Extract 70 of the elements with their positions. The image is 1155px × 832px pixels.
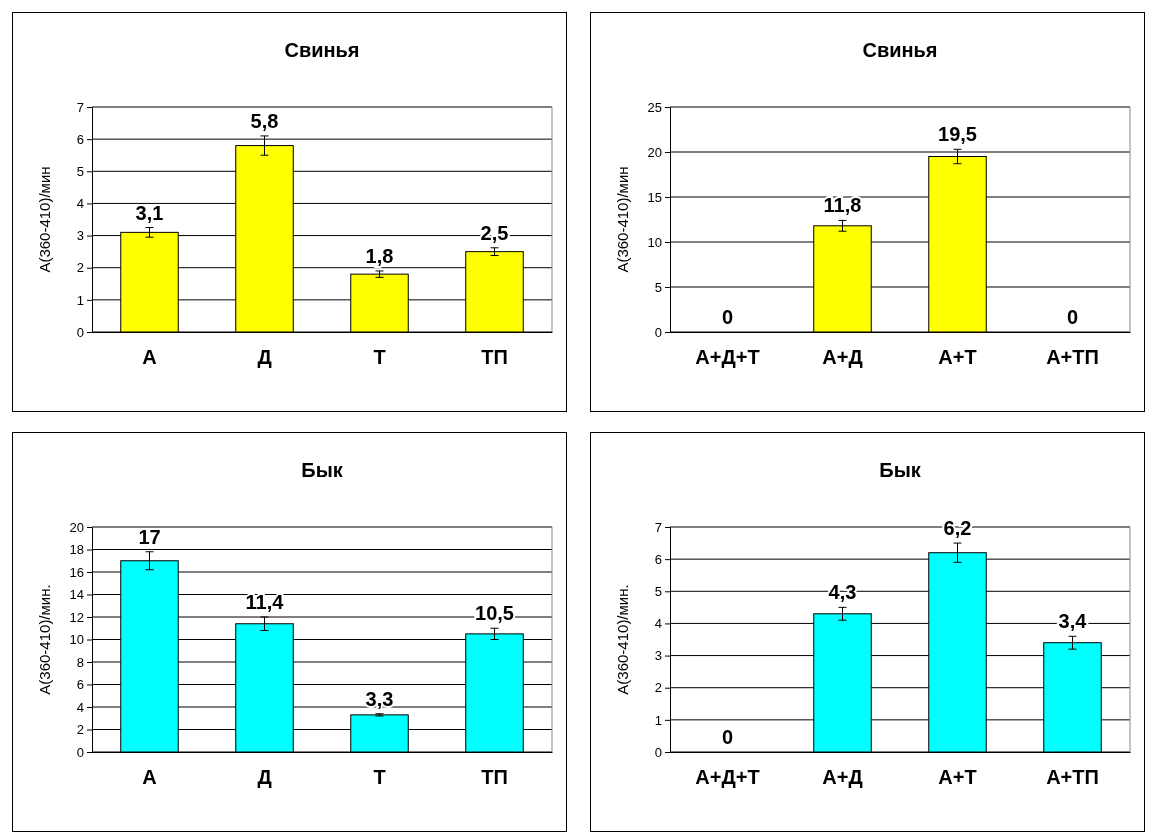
y-tick-label: 6 bbox=[76, 677, 84, 693]
y-tick-label: 6 bbox=[76, 131, 84, 147]
y-tick-label: 25 bbox=[647, 99, 662, 115]
y-tick-label: 3 bbox=[654, 648, 662, 664]
y-tick-label: 0 bbox=[654, 324, 662, 340]
x-tick-label: Д bbox=[257, 346, 272, 369]
chart-title: Бык bbox=[301, 459, 344, 481]
y-tick-label: 4 bbox=[654, 616, 662, 632]
data-label: 1,8 bbox=[365, 244, 394, 267]
y-tick-label: 1 bbox=[76, 292, 84, 308]
y-tick-label: 4 bbox=[76, 196, 84, 212]
y-tick-label: 15 bbox=[647, 189, 662, 205]
y-tick-label: 12 bbox=[69, 609, 84, 625]
y-tick-label: 18 bbox=[69, 542, 84, 558]
y-tick-label: 20 bbox=[647, 144, 662, 160]
data-label: 11,4 bbox=[245, 591, 285, 613]
y-tick-label: 4 bbox=[76, 699, 84, 715]
y-tick-label: 10 bbox=[69, 632, 84, 648]
y-tick-label: 5 bbox=[654, 279, 662, 295]
y-axis-title: A(360-410)/мин. bbox=[36, 584, 53, 695]
x-tick-label: Т bbox=[373, 346, 386, 369]
y-tick-label: 16 bbox=[69, 564, 84, 580]
x-tick-label: А+Д+Т bbox=[695, 766, 760, 789]
y-tick-label: 5 bbox=[654, 583, 662, 599]
chart-title: Бык bbox=[879, 459, 922, 481]
data-label: 3,3 bbox=[365, 687, 394, 710]
x-tick-label: А+ТП bbox=[1046, 346, 1099, 369]
x-tick-label: А bbox=[142, 766, 157, 789]
x-tick-label: Т bbox=[373, 766, 386, 789]
data-label: 11,8 bbox=[823, 194, 862, 217]
y-tick-label: 2 bbox=[76, 722, 84, 738]
y-tick-label: 8 bbox=[76, 654, 84, 670]
y-tick-label: 14 bbox=[69, 587, 84, 603]
data-label: 10,5 bbox=[475, 602, 514, 625]
data-label: 3,1 bbox=[135, 201, 164, 224]
data-label: 0 bbox=[1066, 306, 1079, 328]
data-label: 0 bbox=[721, 306, 734, 328]
y-tick-label: 2 bbox=[654, 680, 662, 696]
y-tick-label: 10 bbox=[647, 234, 662, 250]
y-tick-label: 2 bbox=[76, 260, 84, 276]
data-label: 17 bbox=[138, 525, 161, 548]
x-tick-label: А+Д+Т bbox=[695, 346, 760, 369]
x-tick-label: Д bbox=[257, 766, 272, 789]
y-tick-label: 3 bbox=[76, 228, 84, 244]
y-tick-label: 0 bbox=[76, 744, 84, 760]
y-tick-label: 20 bbox=[69, 519, 84, 535]
x-tick-label: А bbox=[142, 346, 157, 369]
y-tick-label: 0 bbox=[654, 744, 662, 760]
y-tick-label: 7 bbox=[76, 99, 84, 115]
y-tick-label: 1 bbox=[654, 712, 662, 728]
data-label: 19,5 bbox=[938, 123, 977, 146]
y-tick-label: 6 bbox=[654, 551, 662, 567]
x-tick-label: А+Т bbox=[938, 346, 977, 369]
y-axis-title: A(360-410)/мин bbox=[36, 166, 53, 273]
x-tick-label: А+Д bbox=[822, 346, 863, 369]
data-label: 6,2 bbox=[943, 517, 972, 540]
x-tick-label: А+Т bbox=[938, 766, 977, 789]
y-tick-label: 0 bbox=[76, 324, 84, 340]
y-tick-label: 5 bbox=[76, 163, 84, 179]
x-tick-label: ТП bbox=[481, 346, 508, 369]
data-label: 0 bbox=[721, 726, 734, 748]
y-axis-title: A(360-410)/мин. bbox=[614, 584, 631, 695]
x-tick-label: А+Д bbox=[822, 766, 863, 789]
x-tick-label: А+ТП bbox=[1046, 766, 1099, 789]
chart-title: Свинья bbox=[284, 39, 360, 61]
x-tick-label: ТП bbox=[481, 766, 508, 789]
chart-title: Свинья bbox=[862, 39, 938, 61]
y-tick-label: 7 bbox=[654, 519, 662, 535]
y-axis-title: A(360-410)/мин bbox=[614, 166, 631, 273]
data-label: 5,8 bbox=[250, 109, 279, 132]
